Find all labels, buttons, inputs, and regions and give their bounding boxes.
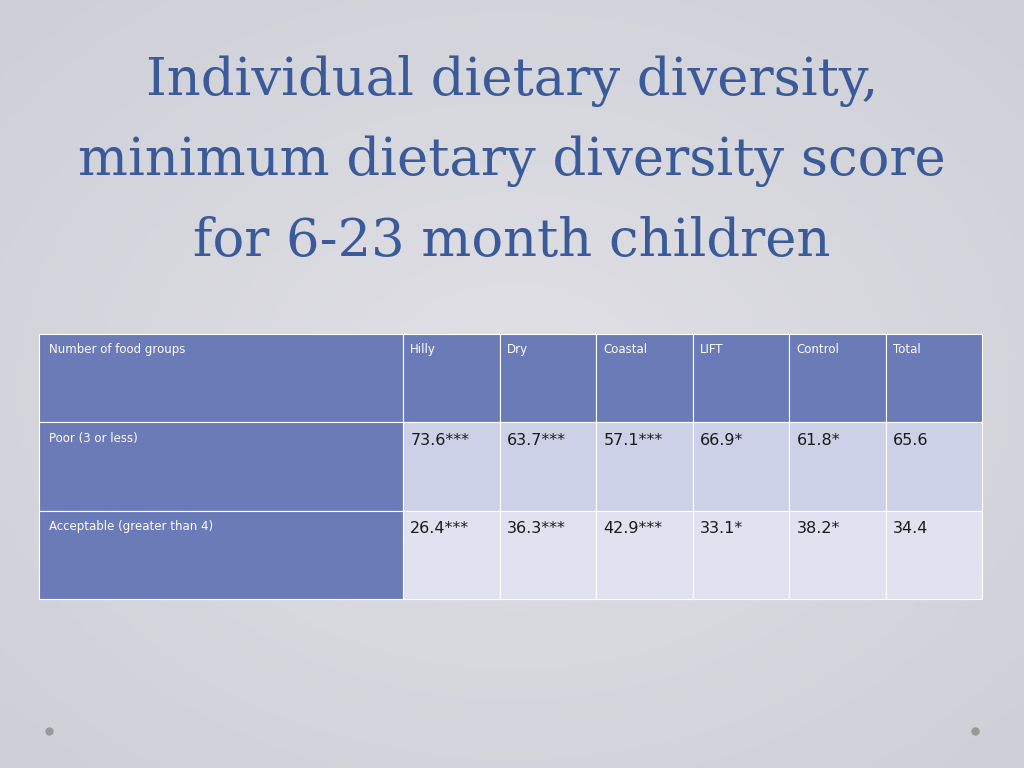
Text: 61.8*: 61.8* [797, 433, 840, 449]
Text: Control: Control [797, 343, 840, 356]
Bar [596, 422, 692, 511]
Bar [39, 511, 403, 599]
Bar [886, 422, 982, 511]
Bar [39, 334, 403, 422]
Bar [403, 511, 500, 599]
Text: Dry: Dry [507, 343, 528, 356]
Text: minimum dietary diversity score: minimum dietary diversity score [78, 135, 946, 187]
Text: Hilly: Hilly [411, 343, 436, 356]
Text: 57.1***: 57.1*** [603, 433, 663, 449]
Text: 33.1*: 33.1* [699, 521, 743, 537]
Bar [596, 511, 692, 599]
Bar [692, 422, 790, 511]
Text: for 6-23 month children: for 6-23 month children [194, 217, 830, 267]
Bar [500, 334, 596, 422]
Text: 36.3***: 36.3*** [507, 521, 565, 537]
Text: 26.4***: 26.4*** [411, 521, 469, 537]
Bar [886, 511, 982, 599]
Text: LIFT: LIFT [699, 343, 723, 356]
Text: Total: Total [893, 343, 921, 356]
Text: 42.9***: 42.9*** [603, 521, 663, 537]
Text: Individual dietary diversity,: Individual dietary diversity, [145, 55, 879, 107]
Bar [403, 334, 500, 422]
Bar [790, 511, 886, 599]
Text: Acceptable (greater than 4): Acceptable (greater than 4) [49, 520, 213, 533]
Text: Number of food groups: Number of food groups [49, 343, 185, 356]
Bar [500, 422, 596, 511]
Bar [790, 334, 886, 422]
Bar [886, 334, 982, 422]
Bar [500, 511, 596, 599]
Bar [596, 334, 692, 422]
Text: Coastal: Coastal [603, 343, 647, 356]
Text: 66.9*: 66.9* [699, 433, 743, 449]
Bar [692, 334, 790, 422]
Text: Poor (3 or less): Poor (3 or less) [49, 432, 138, 445]
Text: 65.6: 65.6 [893, 433, 929, 449]
Bar [790, 422, 886, 511]
Text: 34.4: 34.4 [893, 521, 929, 537]
Bar [403, 422, 500, 511]
Bar [692, 511, 790, 599]
Text: 63.7***: 63.7*** [507, 433, 566, 449]
Text: 73.6***: 73.6*** [411, 433, 469, 449]
Bar [39, 422, 403, 511]
Text: 38.2*: 38.2* [797, 521, 840, 537]
